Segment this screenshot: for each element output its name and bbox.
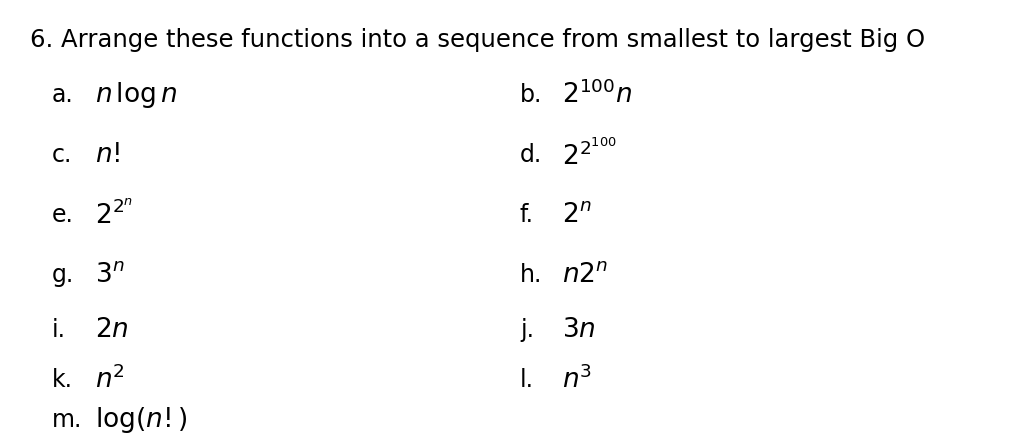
Text: $2^{2^{100}}$: $2^{2^{100}}$ (562, 139, 616, 171)
Text: $n^2$: $n^2$ (95, 366, 125, 394)
Text: $2n$: $2n$ (95, 317, 129, 343)
Text: 6. Arrange these functions into a sequence from smallest to largest Big O: 6. Arrange these functions into a sequen… (30, 28, 925, 52)
Text: $2^{100}n$: $2^{100}n$ (562, 81, 632, 109)
Text: $3^n$: $3^n$ (95, 262, 125, 288)
Text: e.: e. (52, 203, 74, 227)
Text: d.: d. (520, 143, 543, 167)
Text: $2^{2^n}$: $2^{2^n}$ (95, 201, 133, 230)
Text: $n^3$: $n^3$ (562, 366, 592, 394)
Text: k.: k. (52, 368, 73, 392)
Text: $n!$: $n!$ (95, 142, 121, 168)
Text: g.: g. (52, 263, 75, 287)
Text: m.: m. (52, 408, 82, 432)
Text: h.: h. (520, 263, 543, 287)
Text: i.: i. (52, 318, 66, 342)
Text: l.: l. (520, 368, 534, 392)
Text: b.: b. (520, 83, 543, 107)
Text: $3n$: $3n$ (562, 317, 596, 343)
Text: j.: j. (520, 318, 534, 342)
Text: c.: c. (52, 143, 73, 167)
Text: $n2^n$: $n2^n$ (562, 262, 608, 288)
Text: $\log(n!)$: $\log(n!)$ (95, 405, 188, 435)
Text: $n\,\log n$: $n\,\log n$ (95, 80, 177, 110)
Text: f.: f. (520, 203, 534, 227)
Text: $2^n$: $2^n$ (562, 202, 592, 228)
Text: a.: a. (52, 83, 74, 107)
